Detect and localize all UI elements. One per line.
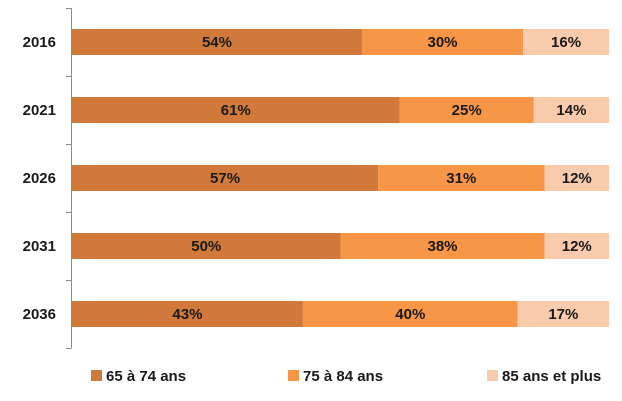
data-label-2036-series-3: 17%	[548, 306, 578, 323]
bars-layer	[72, 29, 609, 327]
data-label-2026-series-3: 12%	[562, 170, 592, 187]
legend-item-3: 85 ans et plus	[487, 368, 601, 385]
bar-2026-series-1	[72, 165, 379, 191]
legend-swatch	[91, 370, 102, 381]
labels-layer: 54% 30% 16% 61% 25% 14% 57% 31% 12% 50% 38% 12% 43% 4…	[172, 34, 591, 323]
category-label-2016: 2016	[23, 34, 56, 51]
bar-2016-series-2	[361, 29, 524, 55]
category-label-2031: 2031	[23, 238, 56, 255]
bar-2016-series-3	[523, 29, 609, 55]
data-label-2031-series-1: 50%	[191, 238, 221, 255]
legend: 65 à 74 ans 75 à 84 ans 85 ans et plus	[91, 368, 601, 385]
axis-layer: 2016 2021 2026 2031 2036	[23, 8, 72, 349]
bar-2036-series-3	[517, 301, 609, 327]
data-label-2016-series-2: 30%	[428, 34, 458, 51]
data-label-2016-series-3: 16%	[551, 34, 581, 51]
legend-label: 65 à 74 ans	[106, 368, 186, 385]
data-label-2021-series-2: 25%	[452, 102, 482, 119]
bar-2026-series-2	[378, 165, 545, 191]
category-label-2026: 2026	[23, 170, 56, 187]
bar-2021-series-1	[72, 97, 400, 123]
data-label-2026-series-2: 31%	[446, 170, 476, 187]
bar-2031-series-3	[544, 233, 609, 259]
category-label-2036: 2036	[23, 306, 56, 323]
bar-2026-series-3	[544, 165, 609, 191]
bar-2031-series-2	[340, 233, 545, 259]
data-label-2036-series-1: 43%	[172, 306, 202, 323]
data-label-2031-series-2: 38%	[428, 238, 458, 255]
data-label-2021-series-1: 61%	[221, 102, 251, 119]
bar-2031-series-1	[72, 233, 341, 259]
data-label-2016-series-1: 54%	[202, 34, 232, 51]
legend-label: 85 ans et plus	[502, 368, 601, 385]
data-label-2021-series-3: 14%	[556, 102, 586, 119]
bar-2036-series-1	[72, 301, 303, 327]
data-label-2036-series-2: 40%	[395, 306, 425, 323]
data-label-2031-series-3: 12%	[562, 238, 592, 255]
category-label-2021: 2021	[23, 102, 56, 119]
legend-item-1: 65 à 74 ans	[91, 368, 186, 385]
bar-2016-series-1	[72, 29, 362, 55]
bar-2021-series-3	[533, 97, 609, 123]
data-label-2026-series-1: 57%	[210, 170, 240, 187]
legend-swatch	[288, 370, 299, 381]
legend-item-2: 75 à 84 ans	[288, 368, 383, 385]
bar-2036-series-2	[302, 301, 518, 327]
legend-swatch	[487, 370, 498, 381]
legend-label: 75 à 84 ans	[303, 368, 383, 385]
bar-2021-series-2	[399, 97, 534, 123]
